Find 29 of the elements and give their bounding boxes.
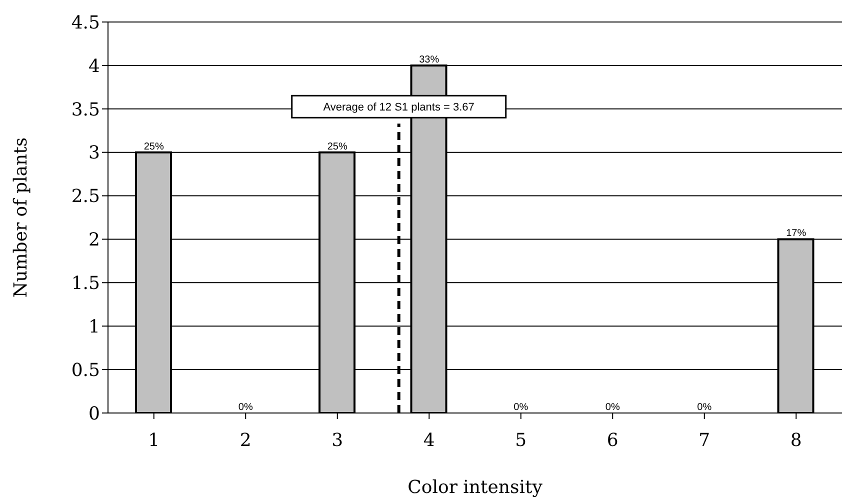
x-tick-label: 2 [240, 430, 252, 451]
annotation: 0% [238, 402, 253, 413]
annotation: 33% [419, 54, 440, 66]
x-tick-label: 4 [423, 430, 435, 451]
y-tick-label: 4 [88, 56, 100, 77]
x-tick-label: 6 [606, 430, 618, 451]
y-tick-label: 2.5 [71, 186, 100, 208]
annotation: 17% [786, 228, 806, 240]
annotation: 0% [514, 402, 528, 413]
x-tick-label: 8 [790, 430, 802, 451]
y-tick-label: 0 [88, 403, 100, 424]
y-axis-title: Number of plants [10, 137, 32, 298]
annotation: 25% [144, 141, 164, 152]
y-tick-label: 1.5 [71, 273, 100, 294]
annotation: 0% [605, 402, 620, 413]
x-tick-label: 7 [698, 430, 710, 451]
y-tick-label: 0.5 [71, 360, 100, 381]
x-tick-label: 3 [332, 430, 344, 451]
y-tick-label: 3.5 [71, 99, 100, 120]
y-tick-label: 2 [88, 230, 100, 251]
y-tick-label: 1 [88, 316, 100, 338]
ref-line-label: Average of 12 S1 plants = 3.67 [323, 102, 474, 114]
y-tick-label: 3 [88, 142, 100, 164]
annotation: 0% [697, 402, 712, 413]
x-axis-title: Color intensity [408, 477, 544, 498]
x-tick-label: 1 [148, 430, 160, 451]
x-tick-label: 5 [515, 430, 527, 451]
y-tick-label: 4.5 [71, 12, 100, 34]
annotation: 25% [327, 141, 348, 152]
